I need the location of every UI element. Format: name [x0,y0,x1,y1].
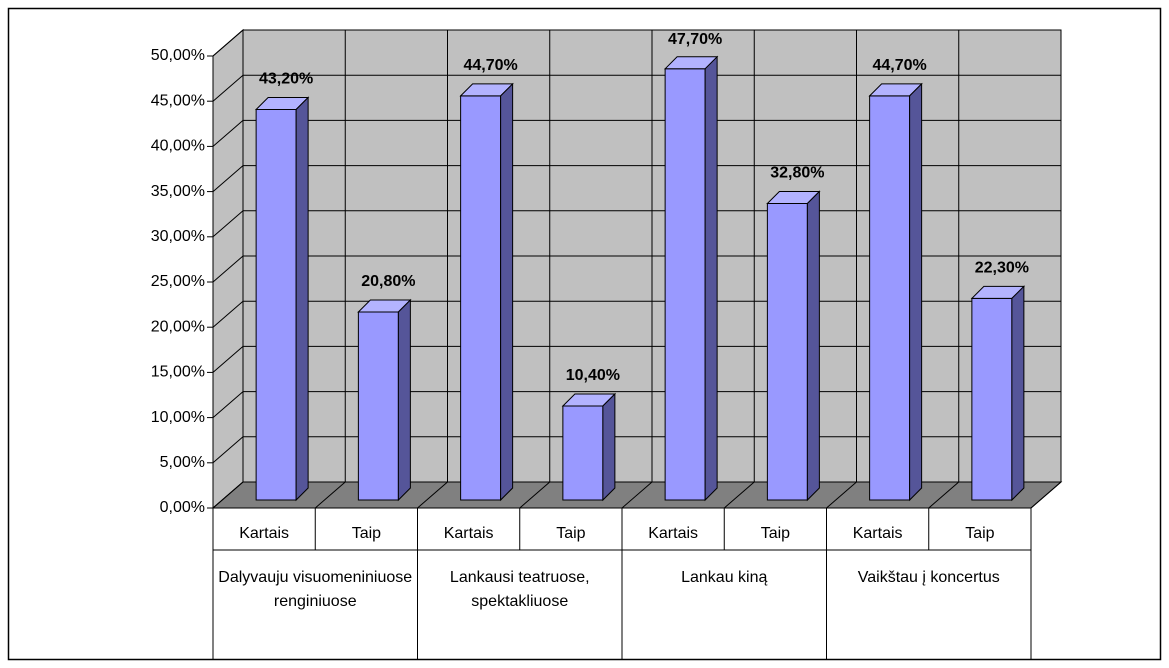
x-tick-label: Kartais [648,525,698,542]
y-tick-label: 25,00% [151,273,205,290]
bar-side [909,82,923,502]
x-tick-label: Taip [761,525,790,542]
bar [562,405,604,501]
bar-side [704,55,718,502]
y-tick-label: 50,00% [151,47,205,64]
group-label: Vaikštau į koncertus [857,569,1000,586]
grid-line [212,165,244,192]
x-tick-label: Taip [965,525,994,542]
bar-side [500,82,514,502]
value-label: 10,40% [566,367,620,384]
x-tick-label: Taip [352,525,381,542]
value-label: 20,80% [361,273,415,290]
grid-line [212,255,244,283]
y-tick-label: 5,00% [160,454,205,471]
value-label: 44,70% [872,57,926,74]
bar [664,68,706,501]
bar [766,202,808,501]
bar-side [397,298,411,502]
floor-divider [621,481,653,509]
bar-side [806,190,820,502]
group-label: Lankausi teatruose, spektakliuose [449,569,590,610]
floor-divider [928,481,960,509]
y-tick-label: 15,00% [151,364,205,381]
grid-line [212,346,244,373]
floor-divider [723,481,755,509]
group-label: Dalyvauju visuomeniniuose renginiuose [218,569,413,610]
y-tick-label: 0,00% [160,499,205,516]
floor-divider [826,481,857,509]
value-label: 43,20% [259,71,313,88]
grid-line [212,29,244,57]
x-tick-label: Kartais [853,525,903,542]
grid-line [212,74,244,102]
bar [357,311,399,501]
bar-side [295,96,309,502]
bar [460,95,502,501]
floor-divider [1030,481,1062,509]
grid-line [212,436,244,464]
y-tick-label: 10,00% [151,409,205,426]
y-tick-label: 45,00% [151,92,205,109]
x-tick-label: Kartais [444,525,494,542]
value-label: 47,70% [668,31,722,48]
y-tick-label: 40,00% [151,138,205,155]
grid-line [212,120,244,147]
bar [255,108,297,501]
value-label: 32,80% [770,165,824,182]
bar [971,297,1013,501]
grid-line [212,481,244,509]
grid-line [212,210,244,238]
group-label: Lankau kiną [681,569,768,586]
value-label: 44,70% [463,57,517,74]
x-tick-label: Taip [556,525,585,542]
floor-divider [314,481,346,509]
bar-side [1011,285,1025,502]
value-label: 22,30% [975,260,1029,277]
bar [869,95,911,501]
y-tick-label: 20,00% [151,318,205,335]
x-tick-label: Kartais [239,525,289,542]
y-tick-label: 30,00% [151,228,205,245]
floor-divider [519,481,551,509]
bar-side [602,392,616,502]
grid-line [212,391,244,418]
grid-line [212,300,244,328]
floor-divider [417,481,448,509]
y-tick-label: 35,00% [151,183,205,200]
